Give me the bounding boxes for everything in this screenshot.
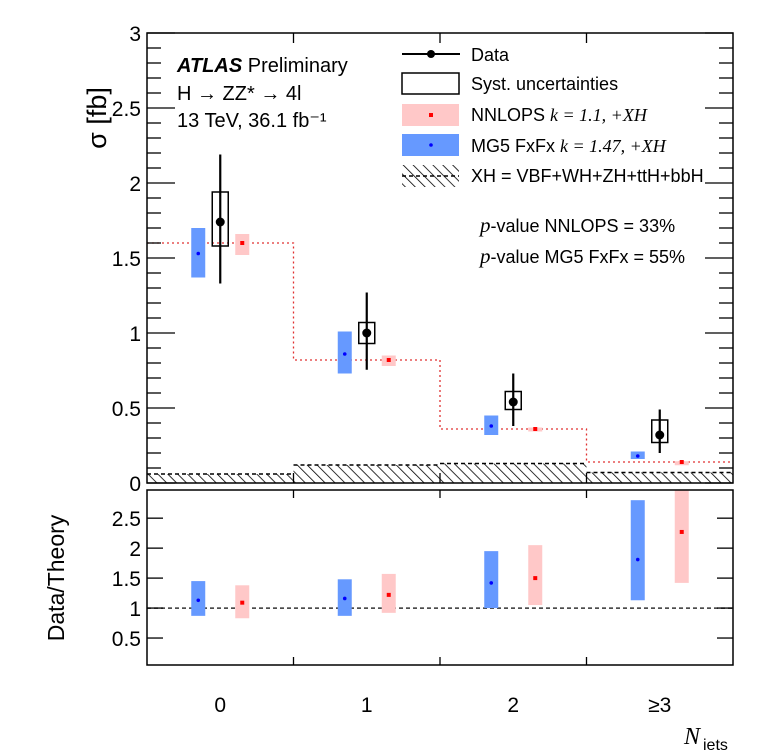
y-tick-label: 1.5 <box>112 248 141 271</box>
ratio-mg5-marker <box>342 596 347 601</box>
legend-syst-symbol <box>401 72 460 95</box>
y-tick-label: 2 <box>129 173 141 196</box>
legend: Data Syst. uncertainties NNLOPS k = 1.1,… <box>401 45 704 187</box>
luminosity-label: 13 TeV, 36.1 fb⁻¹ <box>177 110 327 132</box>
legend-mg5-symbol <box>402 134 459 156</box>
nnlops-marker <box>386 358 391 362</box>
y-axis-label: σ [fb] <box>82 87 112 149</box>
ratio-y-tick-label: 1.5 <box>112 568 141 591</box>
legend-nnlops-symbol <box>402 104 459 126</box>
process-label: H → ZZ* → 4l <box>177 83 301 105</box>
nnlops-marker <box>679 460 684 464</box>
ratio-nnlops-marker <box>386 592 391 597</box>
ratio-nnlops-marker <box>240 600 245 605</box>
pvalue-nnlops: p-value NNLOPS = 33% <box>478 213 675 237</box>
preliminary-label: Preliminary <box>248 55 348 77</box>
xh-hatched-bar <box>293 465 440 483</box>
nnlops-step-line <box>147 242 733 463</box>
data-point <box>508 397 518 407</box>
nnlops-marker <box>240 241 245 245</box>
ratio-mg5-band <box>630 500 645 601</box>
ratio-y-axis-label: Data/Theory <box>43 514 69 641</box>
ratio-panel-marks <box>147 490 733 619</box>
y-tick-label: 3 <box>129 23 141 46</box>
x-tick-label: ≥3 <box>648 694 671 717</box>
experiment-label: ATLAS Preliminary <box>176 55 348 77</box>
data-point <box>215 217 225 227</box>
y-tick-label: 2.5 <box>112 98 141 121</box>
data-point <box>655 430 665 440</box>
xh-hatched-bar <box>147 474 294 483</box>
x-tick-label: 2 <box>507 694 519 717</box>
atlas-label: ATLAS <box>176 55 243 77</box>
legend-xh-symbol <box>402 165 459 187</box>
ratio-y-tick-label: 1 <box>129 598 141 621</box>
xh-hatched-bar <box>586 472 733 483</box>
ratio-nnlops-band <box>528 545 543 606</box>
legend-data: Data <box>471 45 510 65</box>
ratio-y-tick-label: 2 <box>129 538 141 561</box>
data-point <box>362 328 372 338</box>
y-tick-label: 1 <box>129 323 141 346</box>
legend-nnlops: NNLOPS k = 1.1, +XH <box>471 105 648 125</box>
legend-mg5: MG5 FxFx k = 1.47, +XH <box>471 136 667 156</box>
ratio-nnlops-marker <box>533 576 538 581</box>
x-axis-label: N <box>683 724 702 750</box>
ratio-y-tick-label: 2.5 <box>112 508 141 531</box>
y-tick-label: 0 <box>129 473 141 496</box>
legend-data-symbol <box>402 50 460 58</box>
y-tick-label: 0.5 <box>112 398 141 421</box>
nnlops-marker <box>533 427 538 431</box>
ratio-mg5-marker <box>635 557 640 562</box>
legend-syst: Syst. uncertainties <box>471 74 618 94</box>
ratio-y-tick-label: 0.5 <box>112 628 141 651</box>
ratio-nnlops-band <box>674 490 689 583</box>
xh-hatched-bar <box>440 463 587 483</box>
axes: 0 0.5 1 1.5 2 2.5 3 0.5 1 1.5 2 2.5 0 1 2 ≥3 <box>112 23 734 717</box>
main-panel-marks <box>147 154 733 483</box>
x-tick-label: 0 <box>214 694 226 717</box>
ratio-panel-frame <box>146 489 734 666</box>
legend-xh: XH = VBF+WH+ZH+ttH+bbH <box>471 166 704 186</box>
ratio-nnlops-marker <box>679 529 684 534</box>
mg5-marker <box>635 454 640 458</box>
ratio-mg5-band <box>484 551 499 609</box>
mg5-marker <box>342 352 347 356</box>
ratio-mg5-marker <box>489 581 494 585</box>
x-axis-label-subscript: jets <box>702 737 728 750</box>
ratio-mg5-marker <box>196 598 201 603</box>
mg5-marker <box>489 424 494 428</box>
mg5-marker <box>196 251 201 256</box>
x-tick-label: 1 <box>361 694 373 717</box>
pvalue-mg5: p-value MG5 FxFx = 55% <box>478 244 685 268</box>
